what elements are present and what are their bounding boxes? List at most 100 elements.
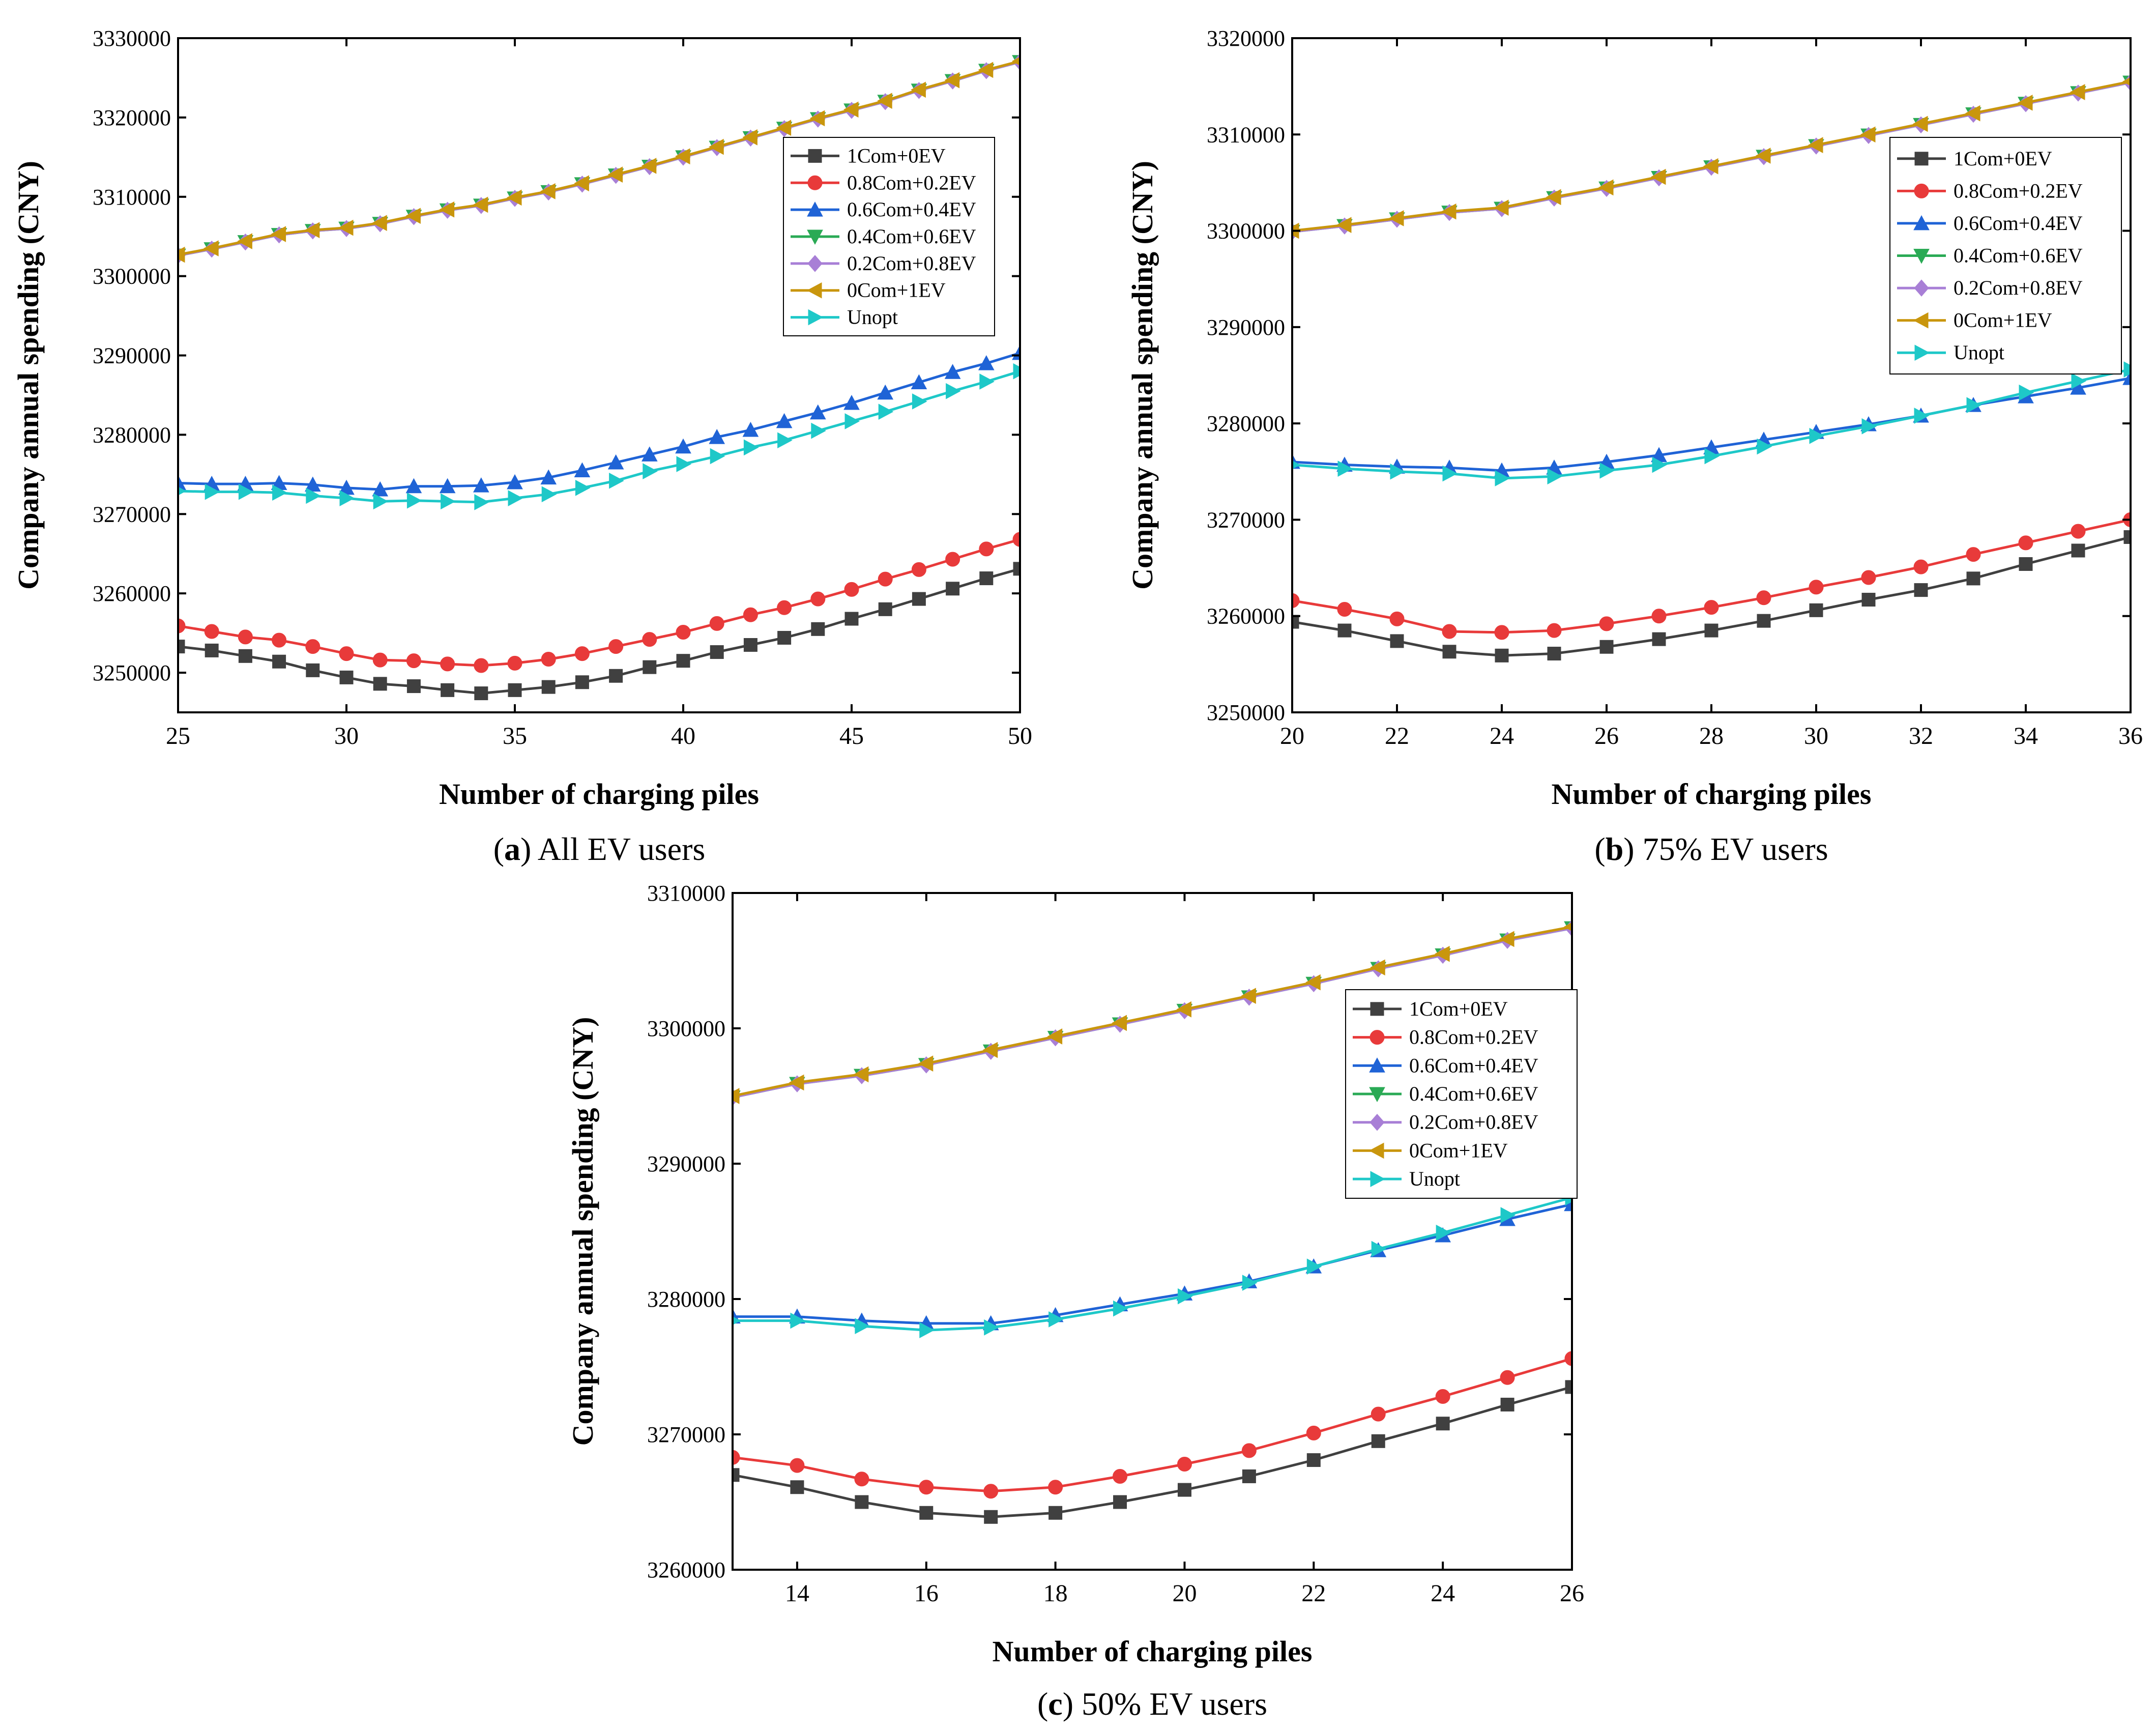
data-point (984, 1510, 998, 1524)
data-point (1913, 559, 1929, 574)
data-point (405, 478, 422, 494)
legend-marker (1914, 152, 1929, 166)
data-point (372, 481, 389, 497)
data-point (1861, 570, 1876, 585)
data-point (607, 454, 624, 470)
data-point (541, 680, 556, 694)
y-tick-label: 3280000 (647, 1287, 725, 1312)
data-point (205, 643, 219, 657)
data-point (2123, 530, 2131, 544)
legend-marker (1914, 344, 1930, 361)
data-point (733, 1468, 740, 1482)
y-tick-label: 3330000 (93, 26, 171, 51)
legend-marker (806, 282, 822, 299)
data-point (776, 120, 792, 136)
series-line (1292, 368, 2131, 480)
data-point (1306, 1425, 1321, 1440)
data-point (855, 1318, 870, 1335)
data-point (918, 1055, 934, 1072)
data-point (1337, 623, 1352, 638)
series-group (1292, 74, 2131, 662)
legend-marker (1369, 1057, 1385, 1073)
x-tick-label: 20 (1280, 723, 1304, 749)
data-point (1305, 974, 1321, 991)
x-tick-label: 30 (334, 723, 359, 749)
data-point (642, 632, 657, 647)
data-point (1651, 609, 1667, 624)
y-tick-label: 3260000 (93, 581, 171, 606)
data-point (1442, 645, 1456, 659)
data-point (178, 640, 185, 654)
data-point (1435, 1389, 1450, 1404)
data-point (609, 669, 623, 683)
legend-label: 0.2Com+0.8EV (1409, 1111, 1538, 1134)
x-axis-label: Number of charging piles (993, 1635, 1313, 1668)
data-point (607, 166, 623, 183)
x-tick-label: 28 (1699, 723, 1724, 749)
data-point (790, 1480, 804, 1494)
legend: 1Com+0EV 0.8Com+0.2EV 0.6Com+0.4EV 0.4Com+0… (783, 137, 995, 336)
data-point (2071, 543, 2085, 558)
data-point (919, 1506, 934, 1520)
data-point (440, 656, 455, 672)
x-tick-label: 20 (1172, 1580, 1197, 1607)
data-point (439, 478, 456, 494)
data-point (1546, 189, 1561, 206)
data-point (178, 475, 186, 490)
data-point (1757, 614, 1771, 628)
caption-paren-open: ( (1037, 1686, 1048, 1722)
data-point (1306, 1258, 1322, 1275)
data-point (676, 654, 690, 668)
data-point (776, 413, 793, 428)
data-point (946, 383, 961, 399)
y-tick-label: 3250000 (1207, 700, 1285, 725)
legend-label: 0.6Com+0.4EV (847, 198, 976, 221)
data-point (733, 1088, 740, 1104)
data-point (1370, 959, 1385, 976)
data-point (1598, 179, 1614, 196)
data-point (1242, 1469, 1256, 1483)
y-tick-label: 3290000 (647, 1151, 725, 1176)
legend-label: 0.8Com+0.2EV (847, 171, 976, 194)
data-point (1704, 448, 1720, 465)
legend-marker (807, 229, 823, 245)
data-point (1388, 210, 1404, 226)
x-tick-label: 26 (1594, 723, 1619, 749)
data-point (1292, 615, 1299, 629)
data-point (2071, 373, 2087, 389)
plot-frame (177, 37, 1021, 713)
data-point (405, 208, 421, 224)
legend-marker (1370, 1113, 1385, 1131)
caption-paren-open: ( (1594, 831, 1605, 867)
data-point (709, 138, 724, 155)
data-point (1755, 148, 1771, 164)
data-point (777, 630, 792, 645)
y-tick-label: 3280000 (1207, 411, 1285, 436)
data-point (237, 233, 252, 249)
data-point (810, 591, 826, 607)
data-point (742, 129, 757, 146)
data-point (919, 1322, 935, 1339)
data-point (1966, 547, 1981, 562)
data-point (946, 582, 960, 596)
data-point (1914, 408, 1930, 424)
data-point (1241, 1443, 1257, 1458)
x-tick-label: 34 (2014, 723, 2038, 749)
data-point (441, 683, 455, 697)
data-point (982, 1042, 998, 1058)
data-point (919, 1480, 934, 1495)
data-point (710, 645, 724, 659)
data-point (1756, 590, 1771, 606)
y-tick-label: 3260000 (1207, 604, 1285, 629)
data-point (339, 490, 355, 506)
data-point (304, 476, 321, 492)
legend-label: 0.4Com+0.6EV (1409, 1082, 1538, 1105)
data-point (608, 639, 624, 654)
data-point (1500, 1207, 1516, 1223)
y-tick-label: 3320000 (93, 105, 171, 130)
data-point (843, 101, 859, 118)
series-line (178, 538, 1020, 667)
legend-label: Unopt (847, 306, 898, 329)
data-point (272, 632, 287, 648)
data-point (1371, 1434, 1385, 1448)
